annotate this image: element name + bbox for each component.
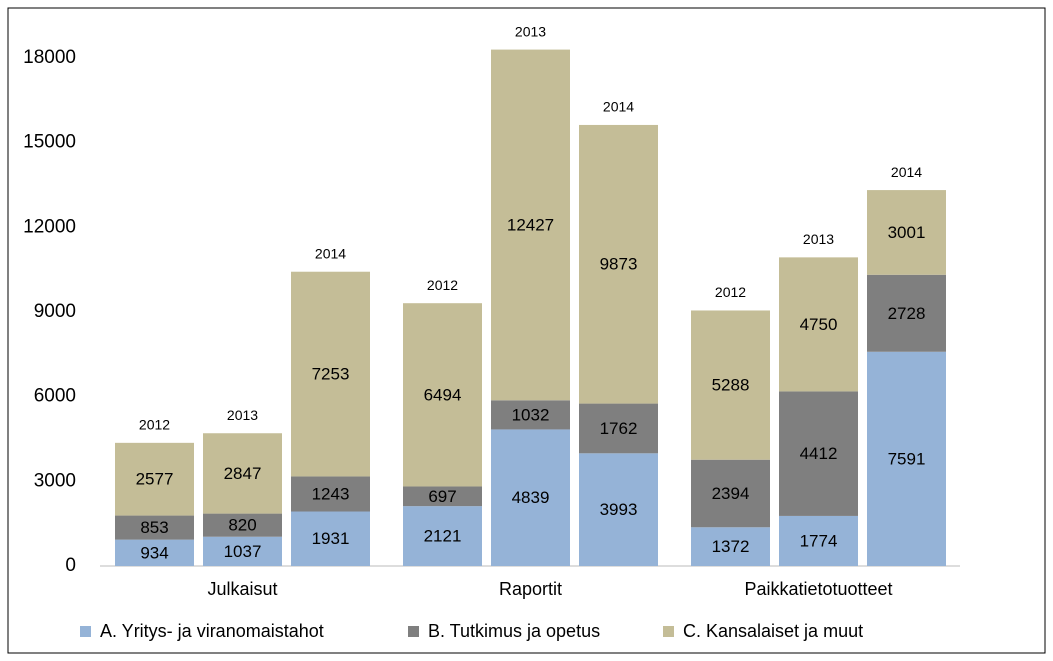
data-label: 4412 <box>800 444 838 463</box>
bar-segment <box>203 536 282 566</box>
data-label: 7253 <box>312 365 350 384</box>
data-label: 3001 <box>888 223 926 242</box>
bar-segment <box>779 515 858 566</box>
data-label: 3993 <box>600 500 638 519</box>
data-label: 2728 <box>888 304 926 323</box>
bar-segment <box>491 400 570 430</box>
legend-swatch <box>663 626 674 637</box>
data-label: 934 <box>140 543 168 562</box>
bar-segment <box>579 453 658 566</box>
bar-segment <box>867 190 946 275</box>
group-label: Julkaisut <box>207 579 277 599</box>
bar-segment <box>403 303 482 487</box>
data-label: 7591 <box>888 449 926 468</box>
bar-label: 2013 <box>227 407 258 423</box>
bar-label: 2012 <box>715 284 746 300</box>
bar-segment <box>691 459 770 528</box>
data-label: 5288 <box>712 376 750 395</box>
bar-segment <box>203 433 282 514</box>
bar-segment <box>691 527 770 566</box>
bar-segment <box>403 486 482 507</box>
bar-label: 2014 <box>603 99 634 115</box>
data-label: 1032 <box>512 405 550 424</box>
data-label: 9873 <box>600 255 638 274</box>
y-tick-label: 18000 <box>23 47 76 68</box>
legend-label: A. Yritys- ja viranomaistahot <box>100 621 324 641</box>
bar-segment <box>579 124 658 404</box>
data-label: 1931 <box>312 529 350 548</box>
data-label: 853 <box>140 518 168 537</box>
bar-segment <box>579 403 658 454</box>
legend-swatch <box>80 626 91 637</box>
data-label: 4839 <box>512 488 550 507</box>
y-tick-label: 6000 <box>34 386 76 407</box>
bar-segment <box>115 442 194 516</box>
bar-segment <box>115 515 194 540</box>
data-label: 820 <box>228 516 256 535</box>
data-label: 6494 <box>424 385 462 404</box>
legend-swatch <box>408 626 419 637</box>
data-label: 697 <box>428 487 456 506</box>
bar-label: 2012 <box>139 417 170 433</box>
data-label: 1762 <box>600 419 638 438</box>
bar-label: 2014 <box>315 245 346 261</box>
data-label: 12427 <box>507 215 554 234</box>
bar-label: 2013 <box>803 231 834 247</box>
bar-label: 2012 <box>427 277 458 293</box>
legend-label: C. Kansalaiset ja muut <box>683 621 863 641</box>
data-label: 1037 <box>224 542 262 561</box>
group-label: Paikkatietotuotteet <box>744 579 892 599</box>
y-tick-label: 9000 <box>34 301 76 322</box>
bar-segment <box>867 351 946 566</box>
bar-segment <box>491 49 570 401</box>
data-label: 2847 <box>224 464 262 483</box>
y-tick-label: 15000 <box>23 132 76 153</box>
bar-segment <box>691 310 770 460</box>
bar-segment <box>491 429 570 566</box>
data-label: 1774 <box>800 531 838 550</box>
bar-segment <box>291 476 370 512</box>
bar-segment <box>291 271 370 477</box>
bar-segment <box>291 511 370 566</box>
data-label: 2121 <box>424 527 462 546</box>
bar-segment <box>115 539 194 566</box>
bar-segment <box>403 506 482 566</box>
data-label: 2394 <box>712 484 750 503</box>
y-tick-label: 0 <box>65 555 76 576</box>
y-tick-label: 12000 <box>23 216 76 237</box>
group-label: Raportit <box>499 579 562 599</box>
y-tick-label: 3000 <box>34 470 76 491</box>
bar-segment <box>203 513 282 537</box>
legend-label: B. Tutkimus ja opetus <box>428 621 600 641</box>
data-label: 1372 <box>712 537 750 556</box>
data-label: 1243 <box>312 484 350 503</box>
bar-label: 2014 <box>891 164 922 180</box>
bar-segment <box>779 257 858 392</box>
data-label: 4750 <box>800 315 838 334</box>
bar-label: 2013 <box>515 23 546 39</box>
data-label: 2577 <box>136 470 174 489</box>
bar-segment <box>779 391 858 516</box>
bar-segment <box>867 274 946 352</box>
